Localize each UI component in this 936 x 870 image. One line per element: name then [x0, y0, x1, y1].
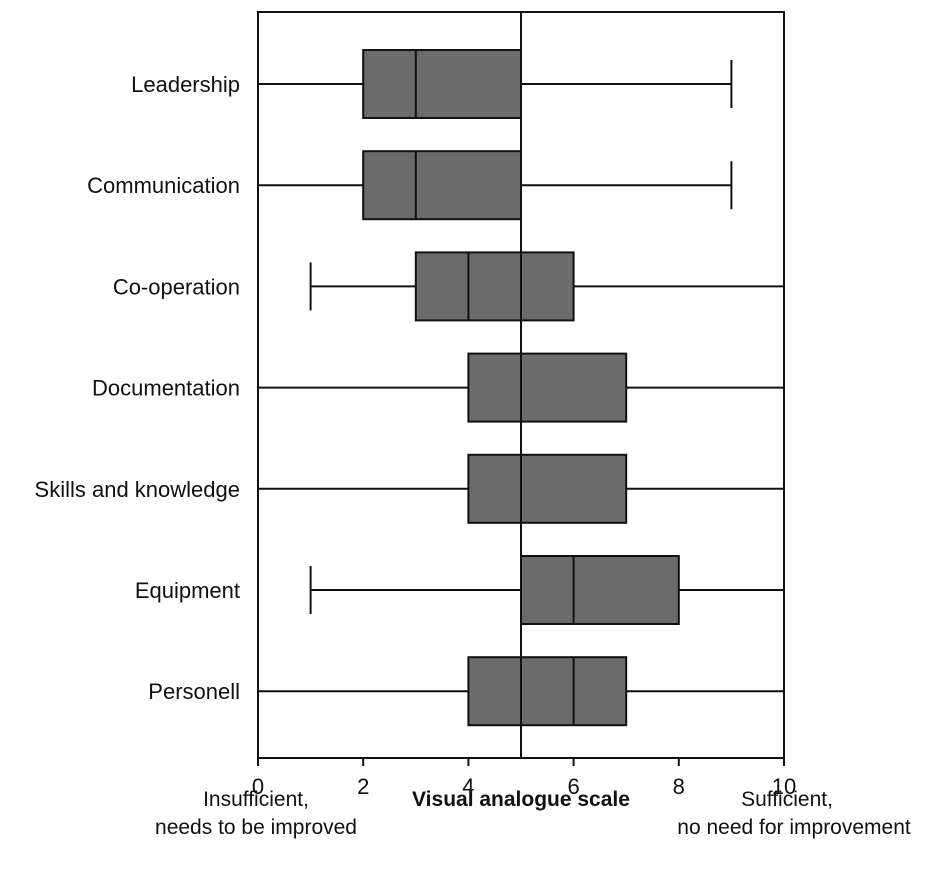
category-label: Equipment [135, 578, 240, 603]
category-label: Communication [87, 173, 240, 198]
box-iqr [362, 49, 523, 119]
x-tick-label: 6 [567, 774, 579, 799]
x-tick-label: 8 [673, 774, 685, 799]
box-iqr [520, 555, 680, 625]
left-note-line-1: Insufficient, [203, 788, 309, 811]
left-note-line-2: needs to be improved [155, 816, 357, 839]
box-iqr [467, 656, 628, 727]
x-tick-label: 10 [772, 774, 796, 799]
box-iqr [414, 251, 575, 322]
right-note-line-1: Sufficient, [741, 788, 833, 811]
category-label: Skills and knowledge [35, 477, 240, 502]
category-label: Documentation [92, 376, 240, 401]
box-iqr [362, 150, 523, 221]
category-label: Leadership [131, 72, 240, 97]
box-iqr [467, 352, 628, 423]
category-label: Personell [148, 679, 240, 704]
x-tick-label: 0 [252, 774, 264, 799]
plot-frame [257, 11, 785, 759]
category-label: Co-operation [113, 274, 240, 299]
box-iqr [467, 453, 628, 524]
x-tick-label: 4 [462, 774, 474, 799]
x-axis-title: Visual analogue scale [412, 788, 630, 811]
right-note-line-2: no need for improvement [677, 816, 911, 839]
category-labels: Leadership Communication Co-operation Docum… [35, 72, 240, 704]
x-tick-label: 2 [357, 774, 369, 799]
x-axis-ticks: 0 2 4 6 8 10 [252, 758, 796, 799]
boxes-layer [258, 49, 784, 727]
